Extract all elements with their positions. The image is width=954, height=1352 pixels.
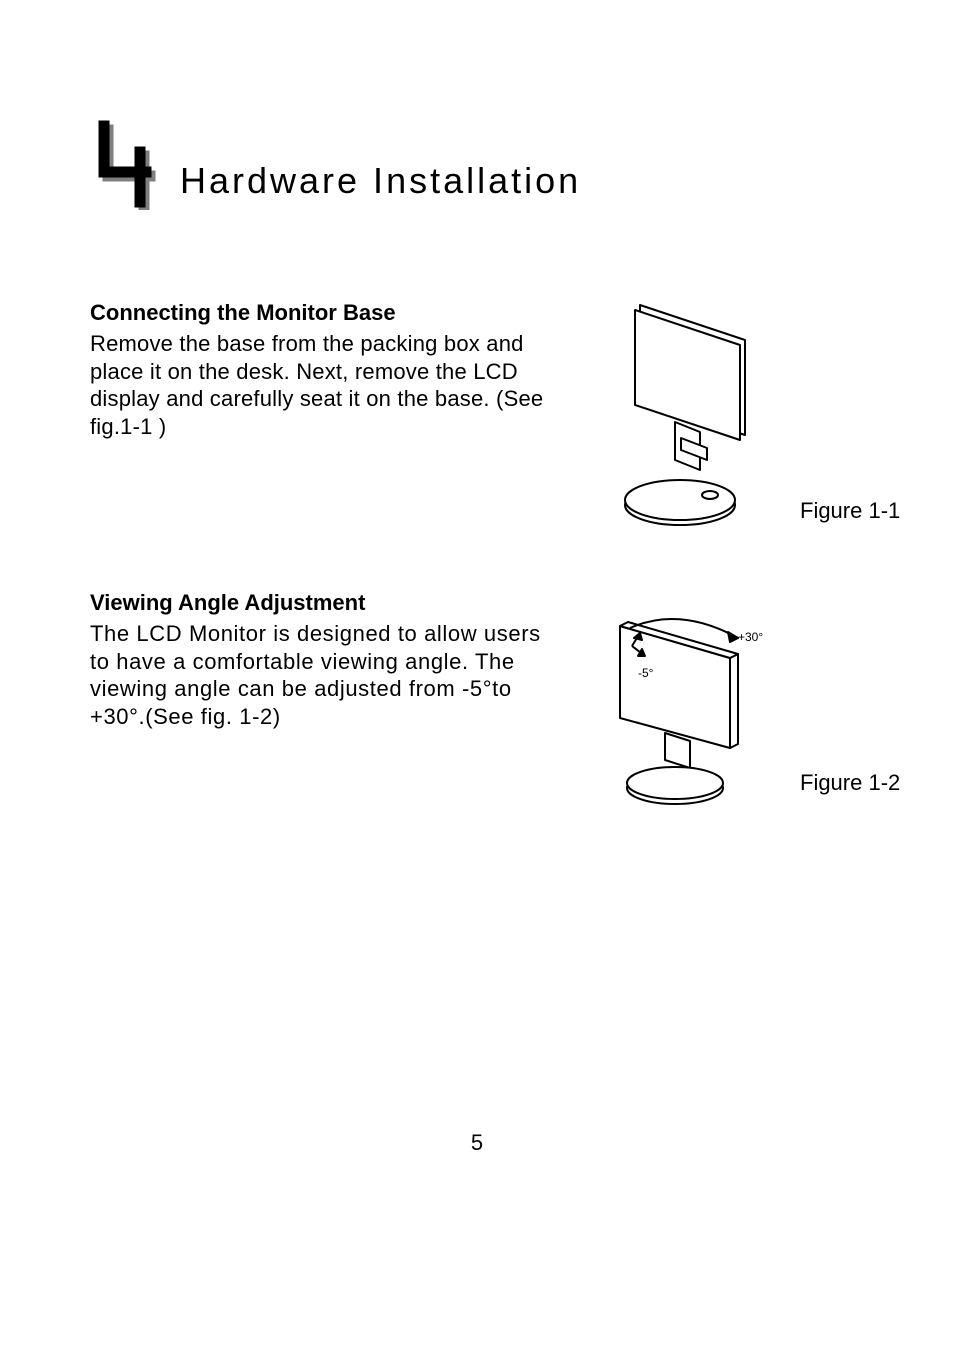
section1-heading: Connecting the Monitor Base: [90, 300, 570, 326]
figure-1-2-svg: [610, 618, 780, 808]
chapter-title: Hardware Installation: [180, 160, 581, 210]
section2-body: The LCD Monitor is designed to allow use…: [90, 620, 550, 730]
figure-1-2-caption: Figure 1-2: [800, 770, 900, 796]
angle-back-label: -5°: [638, 666, 653, 680]
section-viewing-angle: Viewing Angle Adjustment The LCD Monitor…: [90, 590, 550, 730]
document-page: Hardware Installation Connecting the Mon…: [0, 0, 954, 1352]
figure-1-2: +30° -5°: [610, 618, 760, 798]
chapter-header: Hardware Installation: [90, 120, 581, 210]
figure-1-1-caption: Figure 1-1: [800, 498, 900, 524]
angle-forward-label: +30°: [738, 630, 763, 644]
section1-body: Remove the base from the packing box and…: [90, 330, 570, 440]
section2-heading: Viewing Angle Adjustment: [90, 590, 550, 616]
figure-1-1-svg: [615, 300, 755, 530]
figure-1-1: [615, 300, 755, 530]
section-connecting-base: Connecting the Monitor Base Remove the b…: [90, 300, 570, 440]
chapter-number-glyph: [90, 120, 160, 210]
chapter-number-svg: [90, 120, 160, 210]
page-number: 5: [0, 1130, 954, 1156]
